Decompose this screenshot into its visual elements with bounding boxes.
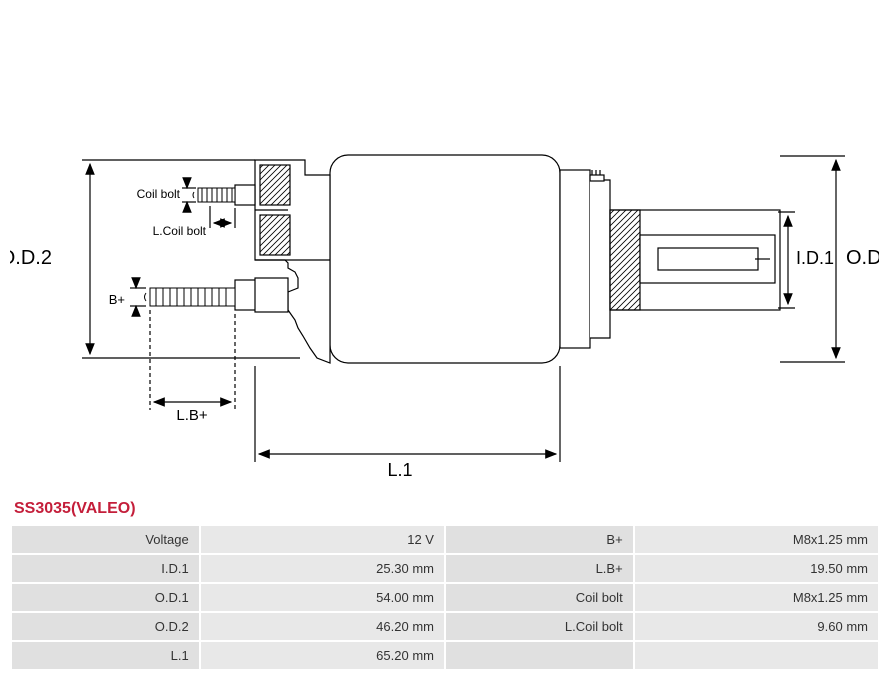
label-coilbolt: Coil bolt [137,187,181,201]
spec-label: L.B+ [446,555,633,582]
spec-label: Voltage [12,526,199,553]
spec-value: 54.00 mm [201,584,444,611]
spec-value: M8x1.25 mm [635,584,878,611]
spec-label: L.1 [12,642,199,669]
spec-label: Coil bolt [446,584,633,611]
spec-label: O.D.1 [12,584,199,611]
table-row: O.D.2 46.20 mm L.Coil bolt 9.60 mm [12,613,878,640]
spec-value [635,642,878,669]
spec-label: O.D.2 [12,613,199,640]
table-row: O.D.1 54.00 mm Coil bolt M8x1.25 mm [12,584,878,611]
spec-value: M8x1.25 mm [635,526,878,553]
label-lcoilbolt: L.Coil bolt [153,224,207,238]
spec-value: 19.50 mm [635,555,878,582]
spec-value: 12 V [201,526,444,553]
spec-table: Voltage 12 V B+ M8x1.25 mm I.D.1 25.30 m… [10,524,880,671]
label-od2: O.D.2 [10,247,52,269]
spec-value: 65.20 mm [201,642,444,669]
spec-value: 46.20 mm [201,613,444,640]
label-l1: L.1 [387,460,412,480]
spec-label [446,642,633,669]
spec-label: I.D.1 [12,555,199,582]
spec-label: B+ [446,526,633,553]
spec-value: 25.30 mm [201,555,444,582]
label-lbplus: L.B+ [176,407,208,424]
technical-diagram: O.D.2 O.D.1 I.D.1 L.1 L.B+ B+ Coil bolt … [10,10,879,490]
label-od1: O.D.1 [846,247,879,269]
table-row: Voltage 12 V B+ M8x1.25 mm [12,526,878,553]
table-row: I.D.1 25.30 mm L.B+ 19.50 mm [12,555,878,582]
spec-label: L.Coil bolt [446,613,633,640]
label-bplus: B+ [109,292,125,307]
label-id1: I.D.1 [796,248,834,268]
product-title: SS3035(VALEO) [14,500,879,518]
spec-value: 9.60 mm [635,613,878,640]
table-row: L.1 65.20 mm [12,642,878,669]
